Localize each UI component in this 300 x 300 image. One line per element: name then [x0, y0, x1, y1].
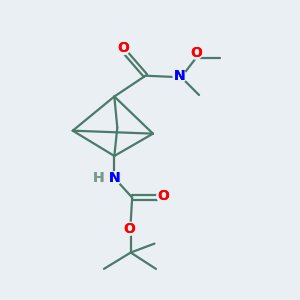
Text: O: O: [124, 222, 135, 236]
Circle shape: [190, 46, 202, 59]
Text: H: H: [93, 171, 105, 185]
Text: N: N: [109, 171, 121, 185]
Circle shape: [108, 172, 122, 185]
Circle shape: [173, 70, 186, 83]
Text: O: O: [117, 41, 129, 55]
Circle shape: [123, 222, 136, 235]
Circle shape: [92, 172, 105, 185]
Text: N: N: [109, 171, 121, 185]
Text: H: H: [93, 171, 105, 185]
Text: N: N: [174, 69, 185, 83]
Text: O: O: [158, 189, 169, 203]
Text: O: O: [117, 41, 129, 55]
Circle shape: [157, 190, 170, 202]
Text: O: O: [124, 222, 135, 236]
Text: O: O: [190, 46, 202, 59]
Text: O: O: [158, 189, 169, 203]
Text: O: O: [190, 46, 202, 59]
Circle shape: [117, 41, 130, 55]
Text: N: N: [174, 69, 185, 83]
